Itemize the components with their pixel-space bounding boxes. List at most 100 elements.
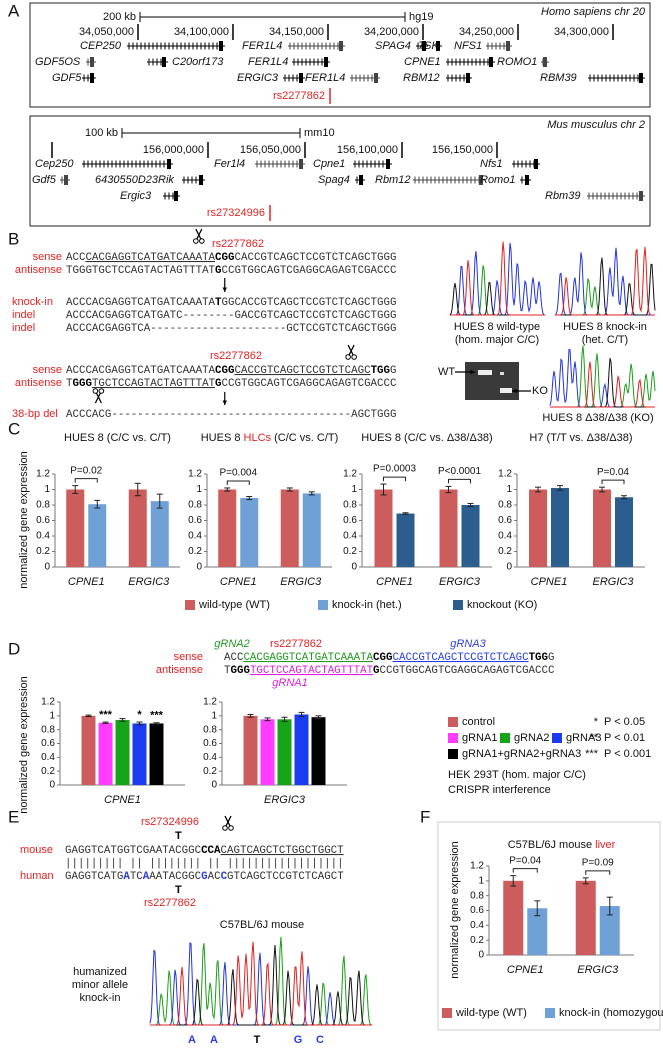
gel (465, 362, 519, 400)
sequence-segment: GGG (230, 665, 249, 677)
gene-label: CEP250 (80, 40, 122, 52)
snp-label: rs27324996 (141, 816, 199, 828)
y-tick-label: 1 (44, 484, 50, 495)
strand-label: sense (174, 651, 203, 663)
coordinate-label: 34,300,000 (554, 26, 609, 38)
y-tick-label: 0.2 (36, 546, 50, 557)
bar (294, 714, 309, 785)
significance-label: *** (99, 709, 113, 721)
error-bar (134, 482, 141, 497)
panel-label: E (8, 807, 19, 826)
gene-exon (543, 57, 547, 67)
sequence-segment: GG (380, 652, 393, 664)
y-tick-label: 0.6 (203, 738, 217, 749)
bar (260, 719, 275, 785)
snp-label: rs2277862 (273, 90, 325, 102)
chromatogram-title: HUES 8 wild-type (454, 321, 540, 333)
scissors-blade (348, 344, 355, 356)
locus-box (29, 2, 651, 108)
error-bar (94, 499, 101, 509)
bar (98, 722, 113, 785)
x-tick-label: ERGIC3 (577, 964, 619, 976)
edit-label: indel (12, 322, 35, 334)
error-bar (247, 713, 254, 718)
gene-exon (489, 57, 493, 67)
gene-label: Spag4 (318, 174, 350, 186)
y-tick-label: 0.2 (41, 766, 55, 777)
legend-label: knockout (KO) (467, 599, 537, 611)
sequence-segment: GAGGTCATG (65, 871, 123, 883)
bar (277, 719, 292, 785)
legend-swatch (545, 1008, 555, 1018)
sequence: ACCCACG---------------------------------… (66, 409, 396, 421)
error-bar (402, 512, 409, 515)
y-tick-label: 0.6 (36, 515, 50, 526)
coordinate-label: 34,100,000 (174, 26, 229, 38)
legend-label: control (462, 716, 495, 728)
y-tick-label: 0.2 (470, 935, 484, 946)
scale-label: 100 kb (85, 127, 118, 139)
gene-exon (359, 175, 363, 185)
significance-bracket (448, 478, 471, 484)
gene-exon (479, 175, 483, 185)
gene-label: C20orf173 (172, 56, 224, 68)
sequence-segment: AATACGGC (149, 871, 201, 883)
sequence-segment: G (548, 652, 554, 664)
x-tick-label: CPNE1 (376, 576, 413, 588)
coordinate-label: 156,050,000 (240, 144, 301, 156)
x-tick-label: ERGIC3 (593, 576, 635, 588)
chromatogram-subtitle: (hom. major C/C) (455, 334, 539, 346)
chart-title-part: HLCs (244, 432, 272, 444)
arrow-head (222, 400, 227, 405)
y-tick-label: 1 (506, 484, 512, 495)
bar (150, 501, 169, 567)
bar (527, 908, 548, 955)
y-tick-label: 0.4 (203, 752, 217, 763)
y-tick-label: 0.8 (41, 724, 55, 735)
sequence-segment: TGG (371, 365, 390, 377)
scale-label: 200 kb (103, 11, 136, 23)
bar (66, 489, 85, 567)
bar (503, 880, 524, 955)
chart-title: H7 (T/T vs. Δ38/Δ38) (529, 432, 632, 444)
scissors-icon (193, 228, 205, 244)
sequence-segment: G (390, 365, 396, 377)
chromatogram-trace (555, 246, 655, 316)
gene-exon (639, 73, 643, 83)
chart-title-part: liver (595, 839, 616, 851)
error-bar (136, 721, 143, 726)
coordinate-label: 156,000,000 (143, 144, 204, 156)
sequence-segment: ACCCACGAGGTCA---------------------GCTCCG… (66, 323, 396, 335)
significance-bracket (226, 480, 250, 485)
gene-exon (64, 175, 68, 185)
error-bar (582, 877, 589, 885)
caption: humanized (73, 966, 127, 978)
gene-exon (525, 175, 529, 185)
bar (132, 723, 147, 785)
y-tick-label: 0 (351, 562, 357, 573)
y-tick-label: 0.8 (203, 724, 217, 735)
sequence-segment: GGG (72, 378, 91, 390)
base-label: C (316, 1034, 324, 1046)
error-bar (510, 875, 517, 887)
sequence-segment: TGCTCCAGTACTAGTTTAT (250, 665, 374, 677)
bar (461, 505, 480, 567)
chart-title-part: C57BL/6J mouse (508, 839, 595, 851)
snp-label: rs2277862 (270, 638, 322, 650)
allele-label: T (175, 830, 182, 842)
gene-label: CPNE1 (404, 56, 441, 68)
legend-swatch (448, 717, 458, 727)
y-tick-label: 0.4 (470, 920, 484, 931)
sequence-segment: ACC (66, 252, 86, 264)
gene-label: FER1L4 (242, 40, 282, 52)
y-tick-label: 0.2 (498, 546, 512, 557)
sequence-segment: CACGAGGTCATGATCAAATA (243, 652, 373, 664)
sequence: TGGGTGCTCCAGTACTAGTTTATGCCGTGGCAGTCGAGGC… (224, 665, 555, 677)
chromatogram-title: HUES 8 Δ38/Δ38 (KO) (542, 412, 653, 424)
x-tick-label: CPNE1 (68, 576, 105, 588)
legend-label: knock-in (het.) (332, 599, 402, 611)
bar (243, 715, 258, 785)
sequence: TGGGTGCTCCAGTACTAGTTTATGCCGTGGCAGTCGAGGC… (66, 265, 397, 277)
y-tick-label: 1.2 (470, 861, 484, 872)
grna-label: gRNA1 (272, 677, 307, 689)
